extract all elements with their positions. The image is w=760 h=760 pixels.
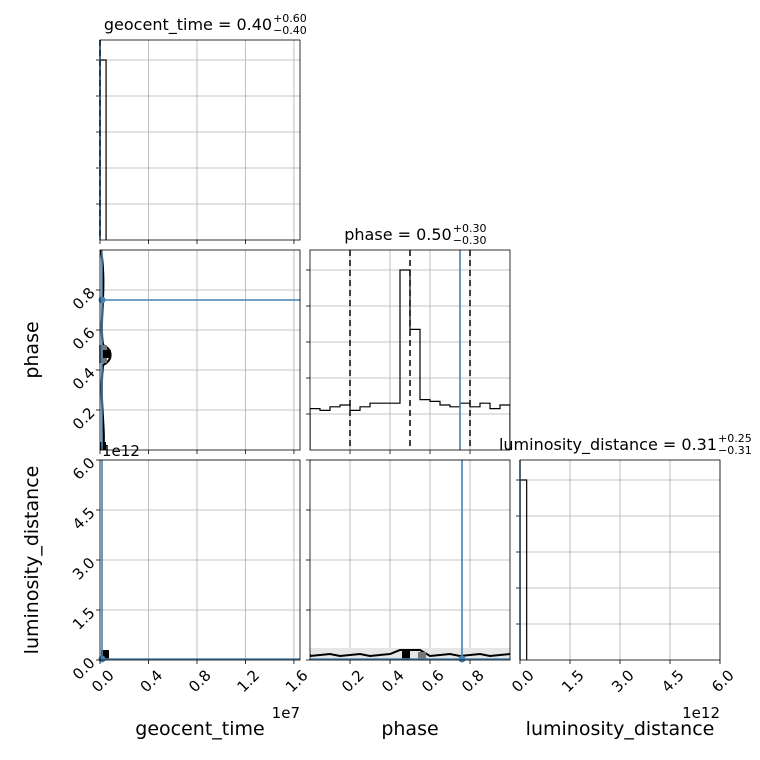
x-tick-label: 0.4	[137, 666, 167, 696]
x-tick-label: 3.0	[608, 666, 638, 696]
title-upper-error: +0.25	[718, 432, 752, 445]
y-tick-label: 1.5	[69, 604, 99, 634]
title-lower-error: −0.31	[718, 444, 752, 457]
panel-title-geocent_time: geocent_time = 0.40 +0.60−0.40	[104, 12, 307, 37]
axes-frame	[99, 249, 301, 451]
x-tick-label: 0.8	[458, 666, 488, 696]
axes-frame	[309, 249, 511, 451]
histogram-luminosity_distance	[520, 479, 528, 660]
truth-point	[98, 296, 106, 304]
panel-luminosity_distance-vs-phase: 0.2 0.4 0.6 0.8	[306, 459, 511, 696]
y-tick-label: 0.4	[69, 364, 99, 394]
y-tick-label: 0.8	[69, 284, 99, 314]
title-lower-error: −0.30	[453, 234, 487, 247]
panel-title-luminosity_distance: luminosity_distance = 0.31 +0.25−0.31	[499, 432, 752, 457]
title-text: phase = 0.50	[344, 225, 451, 244]
title-upper-error: +0.60	[273, 12, 307, 25]
title-upper-error: +0.30	[453, 222, 487, 235]
x-tick-label: 4.5	[658, 666, 688, 696]
x-tick-label: 0.2	[338, 666, 368, 696]
panel-luminosity_distance-vs-luminosity_distance: 0.0 1.5 3.0 4.5 6.0	[508, 459, 738, 696]
y-tick-label: 0.2	[69, 404, 99, 434]
y-axis-label-luminosity_distance: luminosity_distance	[21, 466, 43, 655]
x-tick-label: 6.0	[708, 666, 738, 696]
y-tick-label: 4.5	[69, 504, 99, 534]
x-axis-label-phase: phase	[381, 718, 438, 740]
x-tick-label: 1.2	[234, 666, 264, 696]
density-cell	[402, 650, 410, 660]
panel-phase-vs-phase	[306, 249, 511, 454]
truth-point	[458, 655, 466, 663]
x-axis-label-geocent_time: geocent_time	[135, 718, 264, 740]
y-tick-label: 0.6	[69, 324, 99, 354]
panel-geocent_time-vs-geocent_time	[96, 39, 301, 244]
panel-luminosity_distance-vs-geocent_time: 0.0 0.4 0.8 1.2 1.60.01.53.04.56.0	[69, 454, 312, 696]
x-tick-label: 0.4	[378, 666, 408, 696]
histogram-geocent_time	[100, 59, 107, 240]
title-text: geocent_time = 0.40	[104, 15, 272, 35]
x-tick-label: 0.6	[418, 666, 448, 696]
density-cell	[103, 350, 111, 358]
density-cell	[101, 650, 109, 660]
x-tick-label: 0.0	[508, 666, 538, 696]
x-tick-label: 1.6	[282, 666, 312, 696]
title-lower-error: −0.40	[273, 24, 307, 37]
x-offset-geocent_time: 1e7	[272, 704, 300, 722]
y-tick-label: 3.0	[69, 554, 99, 584]
density-cell	[418, 652, 426, 660]
truth-point	[98, 655, 106, 663]
histogram-phase	[310, 269, 510, 450]
y-tick-label: 6.0	[69, 454, 99, 484]
panel-title-phase: phase = 0.50 +0.30−0.30	[344, 222, 486, 247]
x-tick-label: 1.5	[558, 666, 588, 696]
y-axis-label-phase: phase	[21, 321, 43, 378]
x-tick-label: 0.8	[185, 666, 215, 696]
axes-frame	[99, 39, 301, 241]
x-offset-luminosity_distance: 1e12	[682, 704, 720, 722]
title-text: luminosity_distance = 0.31	[499, 435, 717, 455]
panel-phase-vs-geocent_time: 0.2 0.4 0.6 0.8	[69, 249, 301, 454]
x-axis-label-luminosity_distance: luminosity_distance	[526, 718, 715, 740]
density-cell	[100, 442, 106, 450]
y-offset-luminosity_distance: 1e12	[102, 442, 140, 460]
